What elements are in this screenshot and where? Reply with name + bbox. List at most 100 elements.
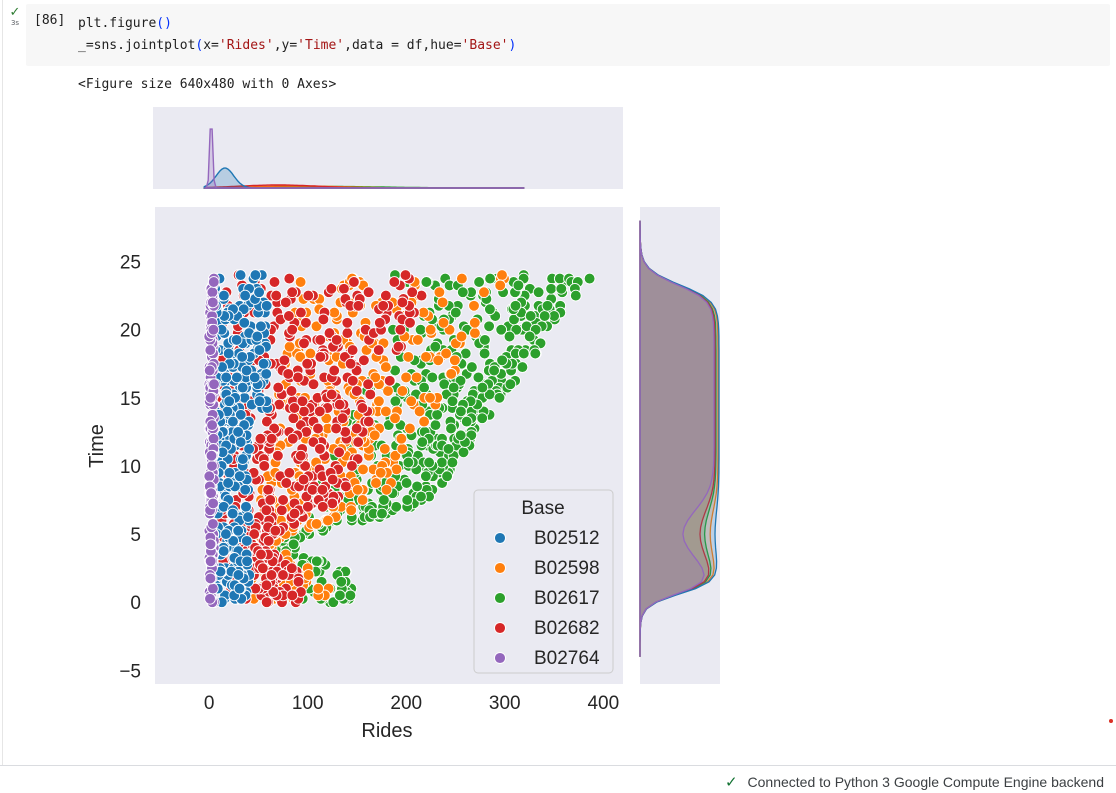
scatter-point-b02682 [356, 402, 369, 414]
scatter-point-b02682 [406, 286, 419, 299]
scatter-point-b02617 [466, 361, 478, 373]
scatter-point-b02512 [236, 351, 249, 363]
scatter-point-b02512 [249, 269, 262, 281]
scatter-point-b02617 [529, 347, 542, 360]
scatter-point-b02512 [222, 477, 234, 489]
scatter-point-b02598 [420, 351, 432, 363]
scatter-point-b02764 [207, 582, 219, 595]
scatter-point-b02682 [283, 272, 296, 285]
y-tick-label: 5 [130, 525, 141, 546]
scatter-point-b02617 [426, 371, 439, 384]
scatter-point-b02512 [217, 545, 230, 557]
scatter-point-b02682 [282, 368, 295, 380]
scatter-point-b02682 [372, 344, 385, 356]
scatter-point-b02598 [380, 483, 393, 496]
scatter-point-b02682 [364, 388, 377, 401]
scatter-point-b02617 [516, 361, 529, 373]
legend-marker-b02682 [494, 622, 506, 634]
scatter-point-b02682 [312, 422, 324, 435]
legend-marker-b02512 [494, 532, 506, 544]
scatter-point-b02617 [446, 456, 459, 469]
scatter-point-b02764 [207, 432, 220, 445]
scatter-point-b02682 [262, 535, 275, 547]
scatter-point-b02682 [298, 337, 310, 350]
scatter-point-b02682 [350, 422, 363, 435]
legend-label: B02764 [534, 648, 600, 669]
scatter-point-b02598 [351, 483, 364, 496]
cell-left-rule [2, 0, 3, 765]
scatter-point-b02598 [496, 269, 508, 281]
scatter-point-b02682 [302, 500, 314, 513]
scatter-point-b02617 [310, 555, 323, 568]
scatter-point-b02617 [476, 412, 489, 425]
scatter-point-b02617 [457, 446, 470, 459]
scatter-point-b02682 [280, 477, 293, 489]
scatter-point-b02598 [478, 286, 490, 299]
scatter-point-b02617 [524, 310, 537, 322]
code-token: x= [203, 38, 219, 53]
scatter-point-b02682 [350, 385, 363, 397]
scatter-point-b02682 [272, 449, 284, 462]
scatter-point-b02598 [448, 354, 461, 367]
check-icon: ✓ [724, 773, 738, 791]
scatter-point-b02512 [240, 500, 252, 513]
scatter-point-b02617 [569, 289, 582, 302]
scatter-point-b02682 [265, 432, 278, 445]
scatter-point-b02682 [388, 276, 401, 288]
scatter-point-b02617 [454, 429, 467, 442]
scatter-point-b02617 [503, 330, 516, 343]
scatter-point-b02682 [316, 500, 329, 513]
code-editor[interactable]: plt.figure() _=sns.jointplot(x='Rides',y=… [78, 13, 516, 57]
scatter-point-b02512 [234, 436, 247, 448]
scatter-point-b02682 [336, 412, 349, 425]
scatter-point-b02598 [310, 320, 323, 333]
scatter-point-b02617 [287, 538, 300, 551]
scatter-point-b02512 [239, 289, 251, 302]
scatter-point-b02682 [292, 371, 304, 384]
cell-run-status[interactable]: ✓ 3s [6, 6, 24, 27]
code-cell-input[interactable] [26, 4, 1110, 66]
scatter-point-b02512 [232, 426, 244, 438]
status-bar[interactable]: ✓ Connected to Python 3 Google Compute E… [725, 773, 1104, 791]
scatter-point-b02682 [404, 316, 416, 329]
scatter-point-b02682 [362, 415, 375, 428]
cell-output-text: <Figure size 640x480 with 0 Axes> [78, 77, 337, 92]
scatter-point-b02682 [338, 282, 350, 295]
scatter-point-b02512 [253, 344, 266, 356]
scatter-point-b02682 [316, 483, 329, 496]
scatter-point-b02512 [227, 535, 240, 547]
x-tick-label: 0 [204, 693, 215, 714]
scatter-point-b02598 [382, 385, 394, 397]
scatter-point-b02617 [496, 354, 508, 367]
y-axis-label: Time [86, 424, 108, 468]
scatter-point-b02682 [358, 354, 370, 367]
scatter-point-b02617 [523, 330, 536, 343]
scatter-point-b02682 [301, 357, 314, 370]
scatter-point-b02598 [380, 405, 392, 418]
scatter-point-b02682 [326, 473, 339, 486]
code-token: ,data = df,hue= [344, 38, 462, 53]
scatter-point-b02598 [469, 327, 481, 339]
scatter-point-b02512 [255, 320, 267, 333]
scatter-point-b02512 [251, 330, 264, 343]
scatter-point-b02682 [314, 351, 327, 363]
scatter-point-b02598 [440, 347, 452, 360]
scatter-point-b02764 [207, 276, 220, 288]
scatter-point-b02764 [206, 286, 219, 299]
scatter-point-b02682 [348, 276, 360, 288]
legend-label: B02598 [534, 558, 600, 579]
scatter-point-b02512 [230, 334, 243, 346]
scatter-point-b02598 [304, 347, 317, 360]
scatter-point-b02682 [279, 296, 292, 309]
x-axis-label: Rides [361, 720, 412, 742]
scatter-point-b02617 [473, 276, 485, 288]
x-tick-label: 400 [587, 693, 619, 714]
scatter-point-b02598 [405, 395, 418, 408]
scatter-point-b02598 [378, 443, 391, 455]
scatter-point-b02598 [418, 415, 430, 428]
scatter-point-b02682 [275, 504, 288, 517]
code-token: _=sns.jointplot [78, 38, 196, 53]
scatter-point-b02617 [449, 306, 462, 319]
code-token: plt.figure [78, 16, 157, 31]
scatter-point-b02617 [479, 334, 491, 346]
